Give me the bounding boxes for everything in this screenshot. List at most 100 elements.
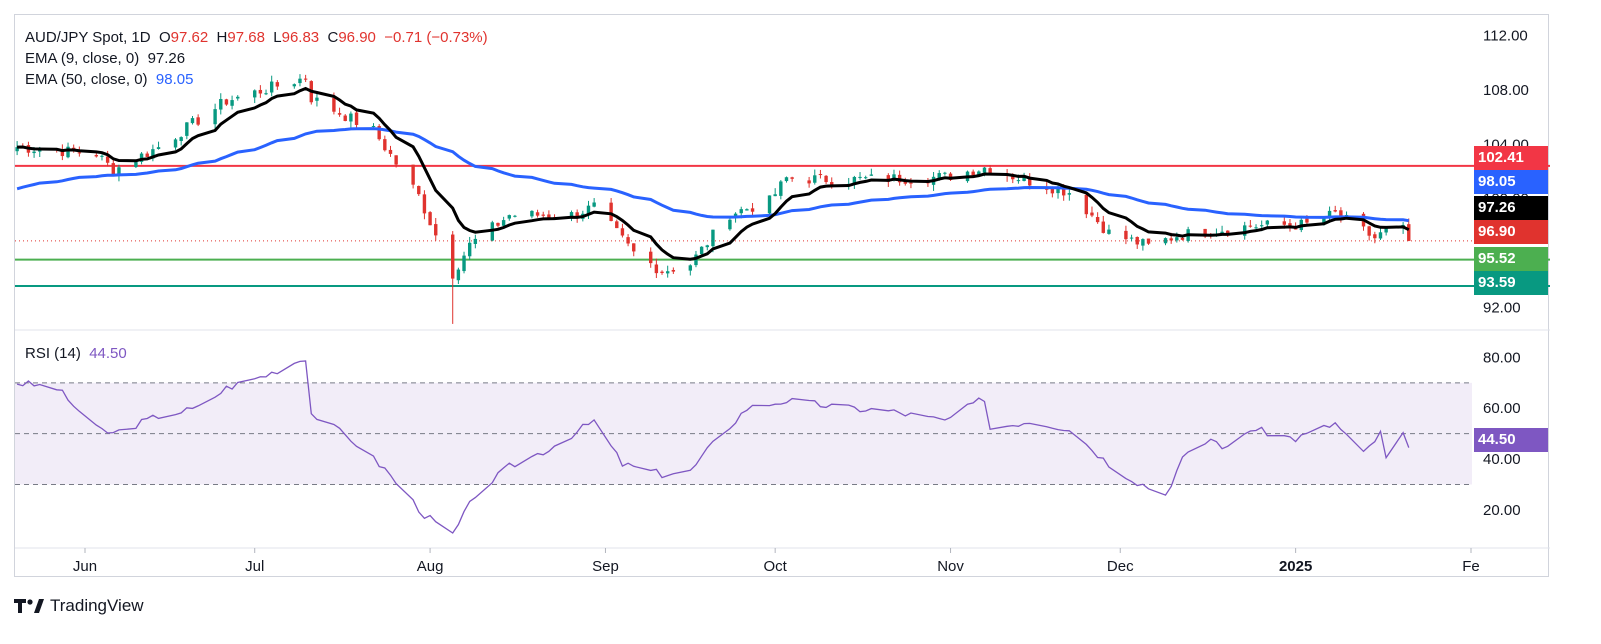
candle-body (569, 212, 574, 218)
candle-body (1084, 194, 1089, 215)
candle-body (139, 153, 144, 162)
candle-body (1265, 220, 1270, 225)
candle-body (909, 182, 913, 184)
candle (773, 188, 777, 197)
candle-body (230, 100, 234, 106)
ema50-value: 98.05 (155, 71, 194, 88)
candle-body (337, 113, 342, 115)
candle-body (654, 264, 659, 274)
change-value: −0.71 (−0.73%) (384, 29, 488, 46)
candle-body (1135, 236, 1139, 245)
candle-body (1288, 223, 1292, 226)
candle (292, 83, 297, 89)
rsi-label: RSI (14) (25, 345, 81, 362)
candle-body (1254, 227, 1258, 229)
candle-body (1129, 237, 1134, 239)
candle (434, 217, 438, 241)
candle-body (632, 243, 636, 252)
candle (649, 247, 653, 268)
candle-body (1067, 193, 1072, 195)
candle-body (547, 214, 551, 218)
time-axis-tick-Fe: Fe (1462, 558, 1480, 575)
candle-body (1322, 218, 1326, 224)
candle (224, 98, 229, 106)
candle-body (501, 220, 506, 226)
tradingview-brand[interactable]: TradingView (14, 596, 144, 616)
rsi-line (16, 360, 1410, 534)
candle-body (1169, 238, 1173, 241)
candle (337, 107, 342, 117)
candle-body (1011, 176, 1015, 180)
candle-body (1248, 225, 1253, 227)
candle (1248, 219, 1253, 228)
candle-body (971, 171, 975, 176)
candle-body (869, 174, 874, 176)
candle-body (824, 175, 828, 183)
candle (253, 89, 257, 104)
price-legend: AUD/JPY Spot, 1D O97.62 H97.68 L96.83 C9… (25, 27, 488, 90)
candle-body (830, 182, 834, 186)
candle (1129, 234, 1134, 242)
ema9-label: EMA (9, close, 0) (25, 50, 140, 67)
candle (496, 222, 500, 228)
candle-body (303, 78, 308, 80)
open-value: 97.62 (170, 29, 209, 46)
time-axis-tick-Dec: Dec (1107, 558, 1134, 575)
rsi-legend: RSI (14) 44.50 (25, 343, 127, 364)
candle (60, 144, 65, 161)
ema9-value: 97.26 (147, 50, 186, 67)
candle (665, 265, 670, 278)
candle (422, 190, 427, 220)
chart-canvas[interactable]: 92.0096.00100.00104.00108.00112.0020.004… (15, 15, 1550, 578)
time-axis-tick-Aug: Aug (417, 558, 444, 575)
ohlc-legend-row: AUD/JPY Spot, 1D O97.62 H97.68 L96.83 C9… (25, 27, 488, 48)
ema9-line (17, 86, 1410, 261)
candle (349, 111, 353, 128)
candle (258, 85, 263, 98)
candle (467, 236, 472, 260)
candle (173, 138, 178, 150)
rsi-axis-tick-20.00: 20.00 (1483, 502, 1521, 519)
candle-body (790, 177, 794, 179)
candle-body (1050, 188, 1055, 194)
candle (615, 219, 619, 229)
candle-body (1090, 212, 1094, 216)
candle-body (292, 84, 297, 87)
candle (688, 264, 693, 276)
symbol-label: AUD/JPY Spot, 1D (25, 29, 151, 46)
candle (1203, 228, 1207, 239)
candle (1107, 224, 1111, 235)
candle (818, 169, 823, 179)
candle-body (105, 156, 110, 163)
candle (264, 89, 268, 96)
candle-body (513, 215, 517, 217)
candle (473, 234, 478, 249)
candle-body (377, 126, 381, 140)
ema9-legend-row: EMA (9, close, 0) 97.26 (25, 48, 488, 69)
candle-body (462, 255, 466, 272)
candle-body (1107, 229, 1111, 234)
candle-body (467, 242, 472, 257)
candle (1299, 216, 1303, 233)
candle-body (1333, 210, 1337, 212)
candle (620, 223, 625, 238)
candle-body (818, 174, 823, 176)
candle (303, 74, 308, 83)
candle (863, 175, 868, 180)
candle-body (886, 175, 891, 182)
candle-body (1373, 234, 1377, 239)
candle-body (428, 212, 432, 226)
candle (767, 195, 772, 215)
candle (411, 164, 415, 189)
candle-body (892, 174, 896, 181)
candle-body (179, 137, 183, 141)
candle-body (807, 180, 811, 184)
candle-body (1203, 228, 1207, 237)
candle-body (185, 122, 189, 136)
candle-body (388, 149, 393, 154)
time-axis-tick-Oct: Oct (763, 558, 787, 575)
candle-body (1327, 210, 1332, 218)
candle (626, 234, 630, 247)
candle-body (1378, 232, 1383, 239)
candle-body (456, 269, 461, 281)
